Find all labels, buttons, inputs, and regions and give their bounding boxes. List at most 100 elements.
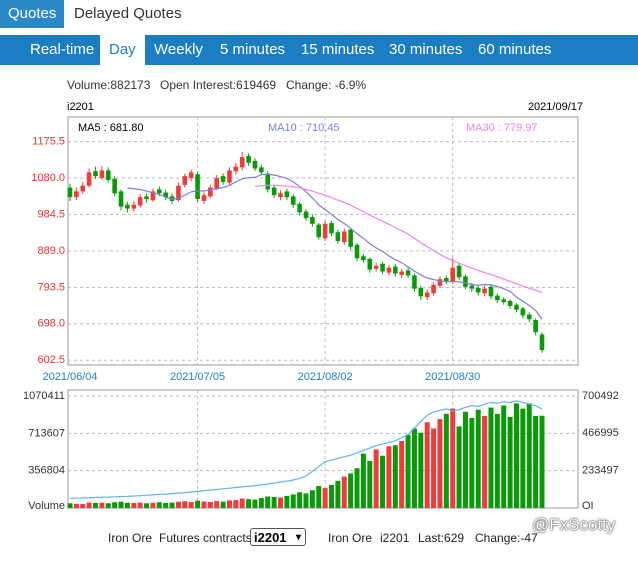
candle-body xyxy=(303,211,309,219)
volume-bar xyxy=(258,498,264,508)
candle-body xyxy=(233,166,239,172)
period-tab[interactable]: 60 minutes xyxy=(478,41,552,58)
info-change: Change: -6.9% xyxy=(286,78,366,92)
volume-bar xyxy=(207,501,213,508)
volume-bar xyxy=(233,500,239,508)
x-tick-label: 2021/08/02 xyxy=(298,371,353,383)
candle-body xyxy=(348,229,353,247)
info-volume: Volume:882173 xyxy=(67,78,151,92)
date: 2021/09/17 xyxy=(528,101,583,113)
candle-body xyxy=(475,287,481,293)
candle-body xyxy=(125,204,130,209)
candle-body xyxy=(227,170,232,183)
volume-bar xyxy=(431,428,437,508)
legend-entry: MA10 : 710.45 xyxy=(268,122,340,134)
candle-body xyxy=(310,216,315,224)
candle-body xyxy=(450,267,456,282)
volume-bar xyxy=(137,502,143,508)
candle-body xyxy=(469,285,475,289)
tab[interactable]: Quotes xyxy=(0,0,65,28)
quote-symbol: i2201 xyxy=(380,531,410,545)
y-tick-label: 1080.0 xyxy=(31,172,65,184)
candle-body xyxy=(424,292,430,298)
candle-body xyxy=(392,266,398,274)
candle-body xyxy=(431,284,436,294)
volume-bar xyxy=(360,453,366,508)
candle-body xyxy=(271,187,277,196)
candle-body xyxy=(399,271,404,275)
volume-bar xyxy=(86,502,92,508)
period-tab[interactable]: Day xyxy=(100,35,145,65)
volume-bar xyxy=(520,408,526,508)
y-tick-label: 698.0 xyxy=(37,318,65,330)
candle-body xyxy=(533,319,538,333)
watermark: @FxScotty xyxy=(532,515,616,534)
y2-tick-label: 466995 xyxy=(582,427,619,439)
volume-bar xyxy=(265,496,271,508)
candle-body xyxy=(265,173,271,190)
volume-bar xyxy=(297,492,303,508)
candle-body xyxy=(488,286,494,297)
volume-bar xyxy=(424,422,430,508)
volume-bar xyxy=(380,455,386,508)
select-value: i2201 xyxy=(254,530,287,545)
candle-body xyxy=(341,231,347,243)
candle-body xyxy=(354,244,360,259)
volume-bar xyxy=(214,501,220,508)
volume-bar xyxy=(163,502,169,508)
volume-bar xyxy=(354,468,360,508)
volume-bar xyxy=(252,499,258,508)
volume-bar xyxy=(494,413,500,508)
candle-body xyxy=(188,172,194,179)
candle-body xyxy=(150,191,156,201)
volume-bar xyxy=(246,499,252,508)
candle-body xyxy=(93,171,98,177)
volume-bar xyxy=(418,432,424,508)
volume-bar xyxy=(175,501,181,508)
quote-product: Iron Ore xyxy=(328,531,373,545)
candle-body xyxy=(105,170,111,180)
candle-body xyxy=(361,256,366,261)
candle-body xyxy=(67,187,73,198)
candle-body xyxy=(412,275,417,289)
period-tab[interactable]: Real-time xyxy=(30,41,95,58)
candle-body xyxy=(335,232,341,241)
volume-bar xyxy=(507,416,513,508)
y-tick-label: 1175.5 xyxy=(32,136,65,148)
volume-bar xyxy=(501,405,507,508)
candle-body xyxy=(80,185,86,192)
candle-body xyxy=(380,263,385,272)
period-tab[interactable]: 15 minutes xyxy=(301,41,375,58)
y2-tick-label: 700492 xyxy=(582,390,619,402)
period-tab[interactable]: 5 minutes xyxy=(220,41,286,58)
candle-body xyxy=(526,314,532,320)
volume-bar xyxy=(316,486,322,508)
quote-last: Last:629 xyxy=(418,531,465,545)
volume-bar xyxy=(482,415,488,508)
volume-bar xyxy=(93,502,99,508)
volume-bar xyxy=(226,500,232,508)
volume-bar xyxy=(456,426,462,508)
price-frame xyxy=(67,116,579,366)
volume-bar xyxy=(526,403,532,508)
footer-product: Iron Ore xyxy=(108,531,153,545)
symbol: i2201 xyxy=(67,101,94,113)
candle-body xyxy=(463,276,468,287)
volume-bar xyxy=(533,415,539,508)
period-tab[interactable]: Weekly xyxy=(154,41,203,58)
tab[interactable]: Delayed Quotes xyxy=(74,5,182,22)
volume-bar xyxy=(411,428,417,508)
period-tab[interactable]: 30 minutes xyxy=(389,41,463,58)
legend-ma5: MA5 : 681.80 xyxy=(78,122,143,134)
candle-body xyxy=(259,167,264,173)
candle-body xyxy=(239,157,245,168)
volume-bar xyxy=(124,502,130,508)
candle-body xyxy=(182,176,188,185)
volume-bar xyxy=(513,403,519,508)
contract-select[interactable]: i2201 ▾ xyxy=(250,528,306,546)
y-tick-label: 889.0 xyxy=(37,245,65,257)
candle-body xyxy=(322,223,328,239)
volume-bar xyxy=(539,415,545,508)
candle-body xyxy=(86,172,92,186)
